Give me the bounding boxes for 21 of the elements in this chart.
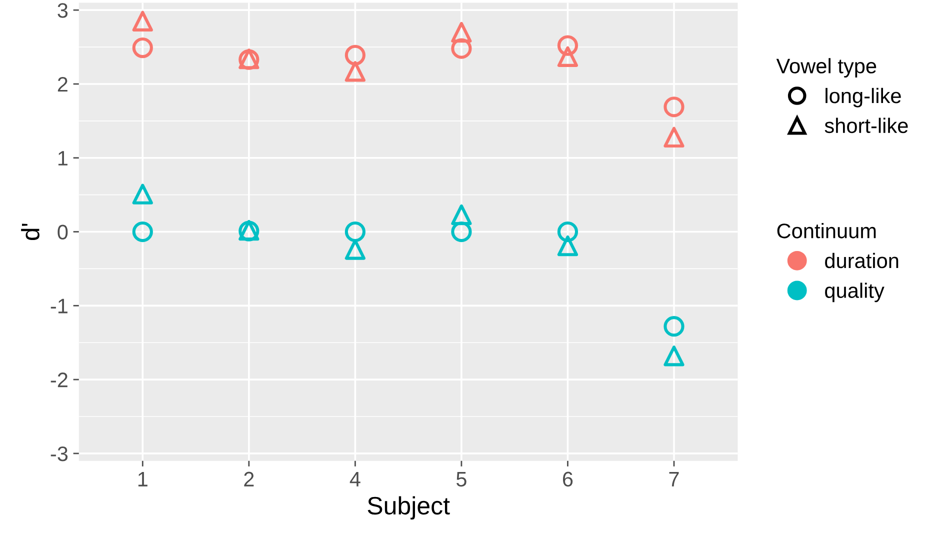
text: long-like xyxy=(826,88,901,108)
text: short-like xyxy=(824,118,908,134)
x-tick-label: 6 xyxy=(562,472,573,487)
legend-label: quality xyxy=(825,282,884,302)
x-tick-label: 1 xyxy=(138,472,148,486)
x-axis-title: Subject xyxy=(368,496,450,520)
y-tick-label: 1 xyxy=(58,151,68,166)
y-tick-label: -1 xyxy=(50,298,68,314)
text: Vowel type xyxy=(776,58,876,78)
y-tick-label: -3 xyxy=(50,446,68,462)
y-tick-label: 2 xyxy=(58,76,68,92)
text: Continuum xyxy=(777,223,876,238)
x-tick-label: 2 xyxy=(244,472,254,486)
y-tick-label: -2 xyxy=(50,372,68,388)
x-tick-label: 5 xyxy=(456,472,466,487)
x-tick-label: 7 xyxy=(669,472,679,486)
y-tick-label: 0 xyxy=(58,224,68,240)
x-tick-label: 4 xyxy=(350,472,360,486)
y-axis-title: d' xyxy=(21,224,40,240)
y-tick-label: 3 xyxy=(58,3,68,18)
legend-label: duration xyxy=(825,252,898,268)
